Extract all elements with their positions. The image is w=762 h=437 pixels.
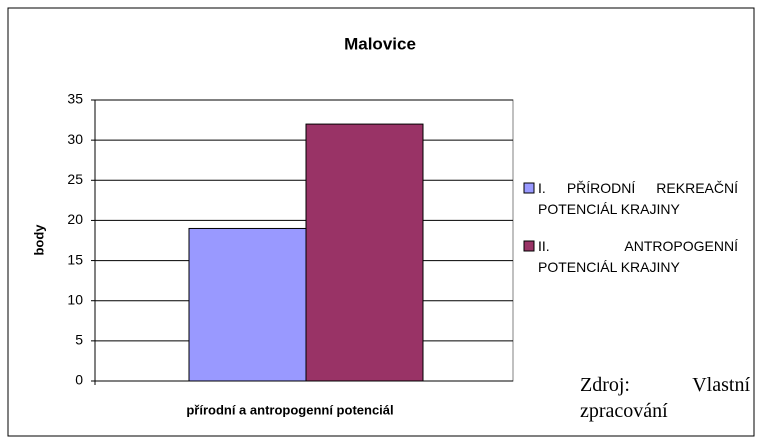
y-tick-label: 10: [67, 291, 83, 307]
bar: [305, 123, 424, 382]
legend-swatch: [523, 182, 535, 194]
bar: [188, 227, 307, 382]
chart-title: Malovice: [344, 34, 416, 53]
y-tick-label: 30: [67, 131, 83, 147]
y-tick-label: 20: [67, 211, 83, 227]
legend-label: I. PŘÍRODNÍ REKREAČNÍ POTENCIÁL KRAJINY: [538, 180, 738, 217]
y-tick-label: 35: [67, 91, 83, 107]
y-tick-label: 15: [67, 251, 83, 267]
y-tick-label: 5: [75, 332, 83, 348]
y-axis-title: body: [31, 224, 46, 256]
legend-label: II. ANTROPOGENNÍ POTENCIÁL KRAJINY: [538, 238, 738, 275]
source-note: Zdroj: Vlastní zpracování: [580, 374, 750, 422]
y-tick-label: 0: [75, 372, 83, 388]
legend-swatch: [523, 240, 535, 252]
y-tick-label: 25: [67, 171, 83, 187]
x-axis-title: přírodní a antropogenní potenciál: [186, 402, 393, 417]
